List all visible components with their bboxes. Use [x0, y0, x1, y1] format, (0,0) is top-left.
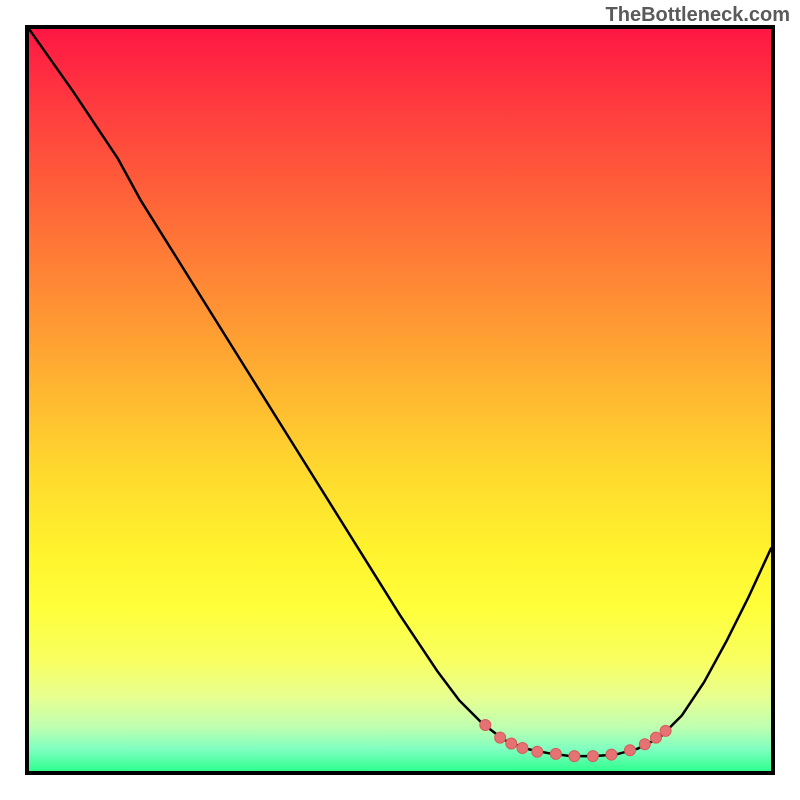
curve-marker: [506, 738, 517, 749]
curve-marker: [569, 751, 580, 762]
curve-marker: [625, 745, 636, 756]
curve-marker: [639, 739, 650, 750]
watermark-text: TheBottleneck.com: [606, 4, 790, 27]
chart-container: TheBottleneck.com: [0, 0, 800, 800]
curve-marker: [650, 732, 661, 743]
plot-area: [25, 25, 775, 775]
bottleneck-curve: [29, 29, 771, 756]
curve-markers: [480, 720, 671, 762]
curve-marker: [587, 751, 598, 762]
curve-marker: [480, 720, 491, 731]
curve-marker: [517, 743, 528, 754]
curve-marker: [660, 725, 671, 736]
curve-marker: [606, 749, 617, 760]
curve-marker: [550, 748, 561, 759]
curve-layer: [29, 29, 771, 771]
curve-marker: [532, 746, 543, 757]
curve-marker: [495, 732, 506, 743]
